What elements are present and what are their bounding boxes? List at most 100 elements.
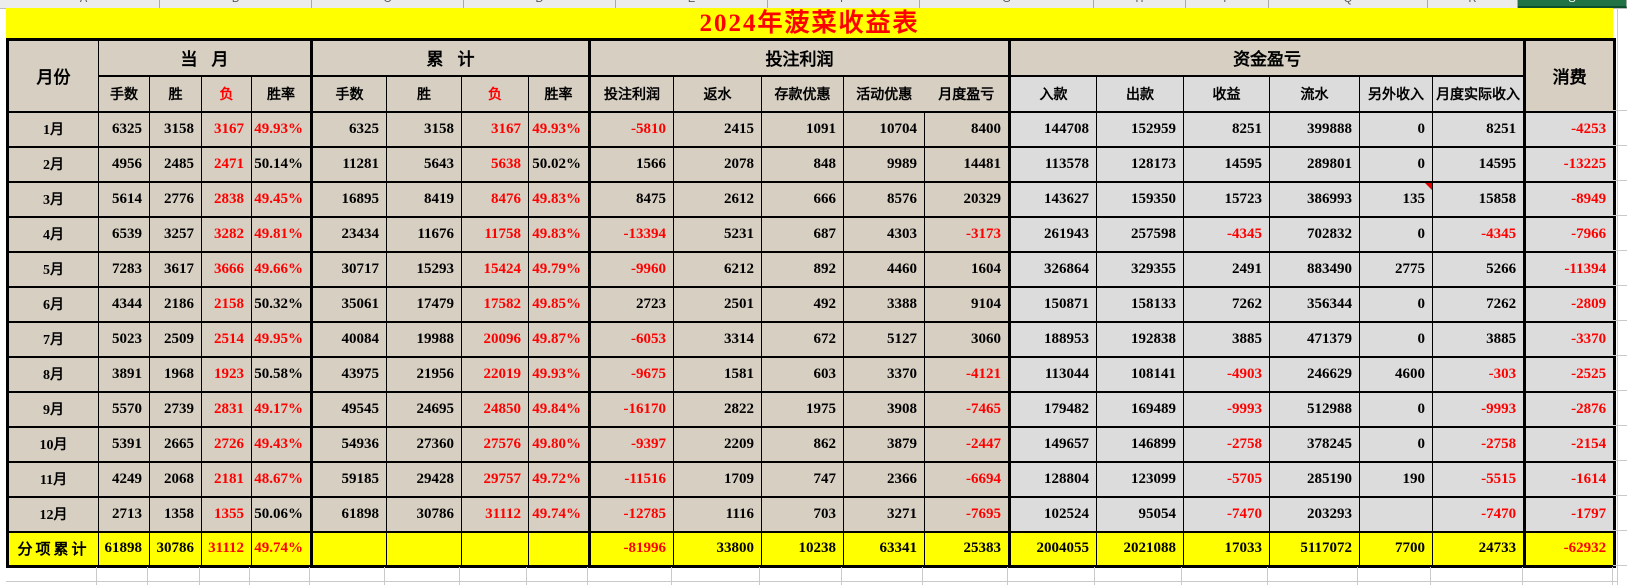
- value-cell[interactable]: 14595: [1432, 145, 1526, 183]
- value-cell[interactable]: [386, 530, 462, 568]
- column-letter-G[interactable]: G: [920, 0, 1094, 8]
- value-cell[interactable]: -16170: [588, 390, 674, 428]
- value-cell[interactable]: 158133: [1096, 285, 1185, 323]
- value-cell[interactable]: -5810: [588, 110, 674, 148]
- value-cell[interactable]: -2154: [1523, 425, 1616, 463]
- value-cell[interactable]: 3666: [201, 250, 252, 288]
- value-cell[interactable]: 1566: [588, 145, 674, 183]
- value-cell[interactable]: 3885: [1432, 320, 1526, 358]
- header-income[interactable]: 收益: [1183, 74, 1271, 113]
- value-cell[interactable]: 3314: [673, 320, 762, 358]
- value-cell[interactable]: 2713: [98, 495, 150, 533]
- value-cell[interactable]: 8576: [843, 180, 925, 218]
- value-cell[interactable]: -7465: [923, 390, 1011, 428]
- value-cell[interactable]: 15858: [1432, 180, 1526, 218]
- value-cell[interactable]: 5643: [386, 145, 462, 183]
- value-cell[interactable]: 49.74%: [251, 530, 312, 568]
- value-cell[interactable]: 203293: [1269, 495, 1361, 533]
- value-cell[interactable]: 7262: [1432, 285, 1526, 323]
- value-cell[interactable]: 61898: [310, 495, 387, 533]
- value-cell[interactable]: 2004055: [1008, 530, 1098, 568]
- value-cell[interactable]: 0: [1359, 215, 1434, 253]
- value-cell[interactable]: 7283: [98, 250, 150, 288]
- value-cell[interactable]: 16895: [310, 180, 387, 218]
- value-cell[interactable]: 5266: [1432, 250, 1526, 288]
- value-cell[interactable]: 108141: [1096, 355, 1185, 393]
- value-cell[interactable]: 113044: [1008, 355, 1098, 393]
- value-cell[interactable]: -11516: [588, 460, 674, 498]
- value-cell[interactable]: 892: [761, 250, 844, 288]
- value-cell[interactable]: -2809: [1523, 285, 1616, 323]
- value-cell[interactable]: -7695: [923, 495, 1011, 533]
- value-cell[interactable]: 11758: [461, 215, 529, 253]
- value-cell[interactable]: 2415: [673, 110, 762, 148]
- value-cell[interactable]: 2776: [149, 180, 202, 218]
- value-cell[interactable]: 35061: [310, 285, 387, 323]
- value-cell[interactable]: 17582: [461, 285, 529, 323]
- value-cell[interactable]: 24733: [1432, 530, 1526, 568]
- value-cell[interactable]: 49.83%: [528, 215, 590, 253]
- value-cell[interactable]: 49.87%: [528, 320, 590, 358]
- value-cell[interactable]: -4345: [1183, 215, 1271, 253]
- value-cell[interactable]: 40084: [310, 320, 387, 358]
- value-cell[interactable]: 1091: [761, 110, 844, 148]
- value-cell[interactable]: 159350: [1096, 180, 1185, 218]
- value-cell[interactable]: -8949: [1523, 180, 1616, 218]
- column-letter-A[interactable]: A: [8, 0, 160, 8]
- value-cell[interactable]: 3257: [149, 215, 202, 253]
- value-cell[interactable]: 5570: [98, 390, 150, 428]
- value-cell[interactable]: 5638: [461, 145, 529, 183]
- value-cell[interactable]: 257598: [1096, 215, 1185, 253]
- column-letter-P[interactable]: P: [1186, 0, 1269, 8]
- value-cell[interactable]: 27360: [386, 425, 462, 463]
- value-cell[interactable]: 603: [761, 355, 844, 393]
- value-cell[interactable]: 143627: [1008, 180, 1098, 218]
- value-cell[interactable]: -9960: [588, 250, 674, 288]
- value-cell[interactable]: 3617: [149, 250, 202, 288]
- value-cell[interactable]: 49.95%: [251, 320, 312, 358]
- value-cell[interactable]: 285190: [1269, 460, 1361, 498]
- value-cell[interactable]: 386993: [1269, 180, 1361, 218]
- value-cell[interactable]: 4460: [843, 250, 925, 288]
- value-cell[interactable]: -9675: [588, 355, 674, 393]
- month-cell[interactable]: 6月: [7, 285, 99, 323]
- value-cell[interactable]: 6539: [98, 215, 150, 253]
- value-cell[interactable]: 3167: [201, 110, 252, 148]
- column-letter-S[interactable]: S: [1518, 0, 1627, 8]
- value-cell[interactable]: 1116: [673, 495, 762, 533]
- value-cell[interactable]: 24850: [461, 390, 529, 428]
- value-cell[interactable]: 49.93%: [528, 355, 590, 393]
- value-cell[interactable]: 30786: [149, 530, 202, 568]
- value-cell[interactable]: 3388: [843, 285, 925, 323]
- value-cell[interactable]: 24695: [386, 390, 462, 428]
- value-cell[interactable]: 11676: [386, 215, 462, 253]
- value-cell[interactable]: 3271: [843, 495, 925, 533]
- value-cell[interactable]: 5391: [98, 425, 150, 463]
- value-cell[interactable]: 179482: [1008, 390, 1098, 428]
- header-month[interactable]: 月份: [7, 38, 99, 113]
- value-cell[interactable]: 2471: [201, 145, 252, 183]
- value-cell[interactable]: 7262: [1183, 285, 1271, 323]
- header-wins[interactable]: 胜: [149, 74, 202, 113]
- value-cell[interactable]: 149657: [1008, 425, 1098, 463]
- header-other-income[interactable]: 另外收入: [1359, 74, 1434, 113]
- header-winrate[interactable]: 胜率: [251, 74, 312, 113]
- value-cell[interactable]: 49.74%: [528, 495, 590, 533]
- value-cell[interactable]: 0: [1359, 320, 1434, 358]
- header-wins-cum[interactable]: 胜: [386, 74, 462, 113]
- value-cell[interactable]: 14481: [923, 145, 1011, 183]
- value-cell[interactable]: 1968: [149, 355, 202, 393]
- value-cell[interactable]: -7966: [1523, 215, 1616, 253]
- value-cell[interactable]: 246629: [1269, 355, 1361, 393]
- value-cell[interactable]: 378245: [1269, 425, 1361, 463]
- value-cell[interactable]: 152959: [1096, 110, 1185, 148]
- value-cell[interactable]: 49545: [310, 390, 387, 428]
- value-cell[interactable]: 4303: [843, 215, 925, 253]
- value-cell[interactable]: 5023: [98, 320, 150, 358]
- value-cell[interactable]: 1581: [673, 355, 762, 393]
- value-cell[interactable]: 512988: [1269, 390, 1361, 428]
- value-cell[interactable]: 190: [1359, 460, 1434, 498]
- value-cell[interactable]: 8475: [588, 180, 674, 218]
- value-cell[interactable]: 49.83%: [528, 180, 590, 218]
- value-cell[interactable]: 8400: [923, 110, 1011, 148]
